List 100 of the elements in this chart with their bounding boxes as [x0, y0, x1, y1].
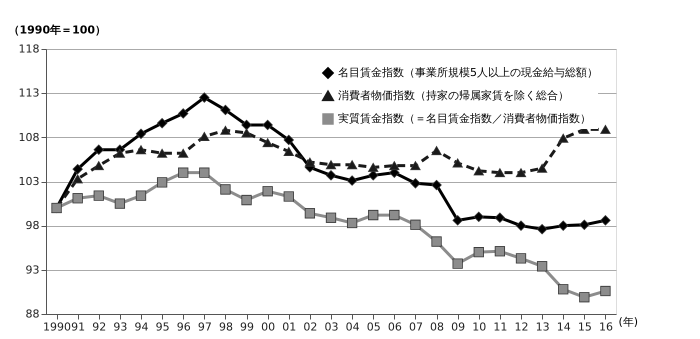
point: [178, 108, 188, 119]
x-tick-label: 07: [408, 320, 423, 334]
point: [516, 220, 526, 231]
point: [410, 161, 421, 170]
point: [199, 92, 210, 103]
point: [114, 198, 126, 209]
point: [368, 170, 378, 180]
point: [284, 146, 294, 156]
x-tick-label: 02: [303, 320, 318, 334]
x-tick-label: 14: [556, 320, 571, 334]
x-tick-label: 03: [324, 320, 338, 334]
x-tick-label: 05: [366, 320, 381, 334]
point: [346, 160, 358, 170]
point: [346, 175, 358, 186]
point: [368, 210, 378, 220]
point: [284, 134, 294, 146]
point: [72, 164, 83, 174]
point: [600, 124, 611, 134]
legend-label: 実質賃金指数（＝名目賃金指数／消費者物価指数）: [338, 112, 591, 125]
point: [241, 128, 252, 138]
point: [452, 215, 463, 226]
point: [536, 224, 548, 234]
x-tick-label: 95: [156, 320, 170, 334]
point: [410, 178, 421, 188]
x-tick-label: 91: [71, 320, 86, 334]
point: [114, 148, 126, 158]
point: [72, 193, 83, 204]
x-tick-label: 00: [261, 320, 276, 334]
point: [368, 162, 378, 172]
point: [536, 164, 548, 173]
y-tick-label: 113: [18, 86, 40, 100]
point: [431, 146, 442, 156]
legend-label: 名目賃金指数（事業所規模5人以上の現金給与総額）: [338, 66, 598, 79]
point: [452, 158, 463, 168]
y-tick-label: 98: [26, 219, 40, 232]
x-tick-label: 93: [113, 320, 128, 334]
point: [136, 190, 146, 201]
point: [284, 191, 294, 202]
point: [72, 174, 83, 184]
point: [220, 184, 231, 195]
y-tick-label: 103: [18, 175, 40, 188]
point: [600, 215, 611, 226]
point: [304, 208, 316, 218]
legend-label: 消費者物価指数（持家の帰属家賃を除く総合）: [338, 89, 569, 102]
y-tick-label: 93: [26, 263, 40, 276]
point: [579, 292, 590, 302]
point: [494, 168, 506, 178]
point: [156, 177, 168, 188]
point: [178, 148, 188, 158]
x-tick-label: 15: [578, 320, 592, 334]
point: [389, 161, 400, 170]
point: [94, 144, 104, 155]
point: [241, 120, 252, 130]
point: [326, 160, 336, 170]
point: [156, 148, 168, 158]
point: [558, 220, 568, 231]
x-tick-label: 16: [598, 320, 613, 334]
point: [178, 168, 188, 178]
point: [220, 126, 231, 135]
point: [241, 194, 252, 206]
point: [199, 168, 210, 178]
point: [262, 120, 273, 130]
point: [346, 218, 358, 228]
x-tick-label: 04: [346, 320, 360, 334]
point: [199, 132, 210, 141]
point: [410, 220, 421, 230]
point: [156, 118, 168, 128]
x-tick-label: 06: [388, 320, 402, 334]
point: [474, 212, 484, 222]
point: [326, 170, 336, 180]
y-tick-label: 108: [18, 130, 40, 144]
y-tick-label: 118: [18, 42, 40, 56]
x-tick-label: 98: [218, 320, 233, 334]
point: [136, 145, 146, 154]
point: [558, 134, 568, 143]
point: [558, 284, 568, 294]
point: [326, 212, 336, 223]
point: [579, 220, 590, 230]
point: [262, 186, 273, 196]
point: [516, 253, 526, 264]
point: [431, 180, 442, 190]
point: [494, 212, 506, 223]
x-tick-label: 97: [198, 320, 212, 334]
point: [136, 128, 146, 139]
point: [474, 166, 484, 176]
x-tick-label: 13: [536, 320, 550, 334]
x-tick-label: 12: [514, 320, 528, 334]
y-tick-label: 88: [26, 308, 40, 320]
point: [516, 168, 526, 178]
point: [536, 261, 548, 272]
x-tick-label: 09: [451, 320, 466, 334]
x-tick-label: 10: [472, 320, 486, 334]
x-tick-label: 94: [134, 320, 148, 334]
y-axis-title: （1990年＝100）: [8, 24, 106, 36]
point: [94, 190, 104, 201]
point: [431, 236, 442, 247]
point: [389, 210, 400, 220]
point: [452, 258, 463, 269]
point: [600, 286, 611, 296]
point: [474, 247, 484, 258]
